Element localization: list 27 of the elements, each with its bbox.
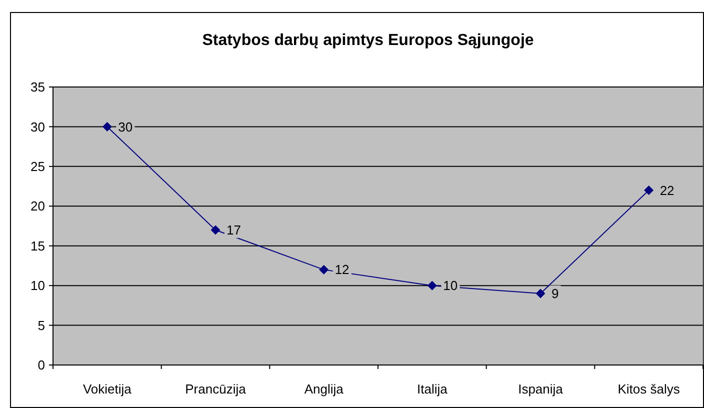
y-tick-label: 30	[30, 119, 45, 134]
y-tick-label: 25	[30, 158, 45, 174]
chart-title: Statybos darbų apimtys Europos Sąjungoje	[202, 32, 534, 49]
data-label: 10	[443, 278, 458, 294]
point	[319, 264, 329, 274]
y-tick-label: 15	[30, 238, 45, 254]
point	[536, 288, 546, 298]
data-label: 30	[118, 119, 133, 134]
y-tick-label: 20	[30, 198, 45, 214]
x-tick-label: Kitos šalys	[618, 382, 680, 397]
x-tick-label: Vokietija	[82, 382, 132, 397]
point	[644, 186, 654, 196]
y-tick-label: 10	[30, 278, 45, 294]
x-tick-label: Ispanija	[518, 382, 564, 397]
x-tick-label: Anglija	[304, 382, 344, 397]
x-tick-label: Prancūzija	[185, 382, 247, 397]
point	[427, 280, 437, 290]
data-label: 12	[334, 262, 350, 278]
x-tick-label: Italija	[416, 382, 448, 397]
data-label: 22	[660, 182, 674, 198]
data-label: 17	[226, 222, 241, 238]
y-tick-label: 5	[38, 318, 45, 333]
point	[102, 122, 112, 132]
point	[210, 225, 220, 235]
y-tick-label: 0	[38, 358, 45, 373]
data-label: 9	[552, 286, 559, 302]
y-tick-label: 35	[30, 80, 45, 95]
